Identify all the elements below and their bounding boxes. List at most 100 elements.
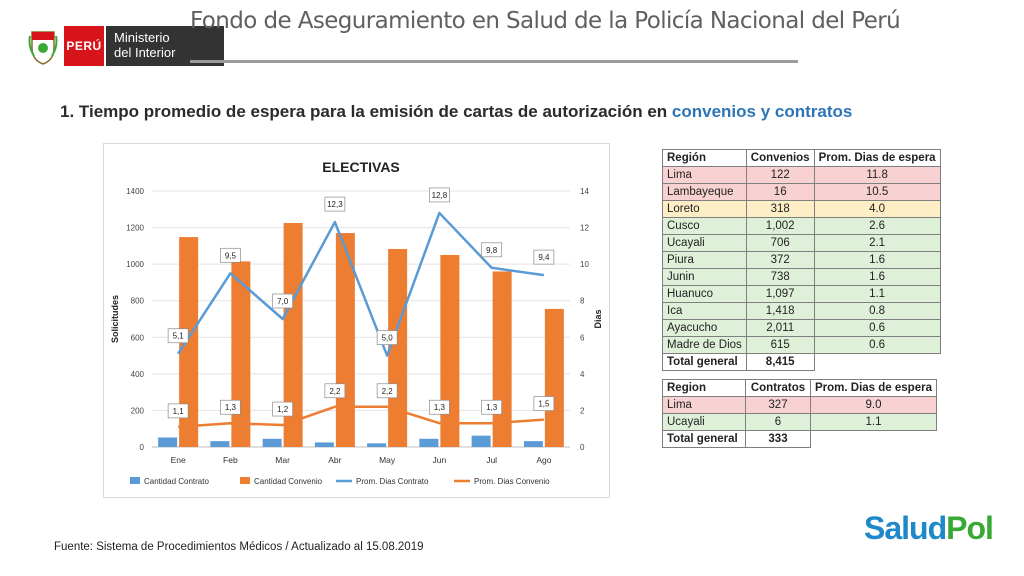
logo-part2: Pol xyxy=(946,510,994,546)
cell-region: Loreto xyxy=(662,200,747,218)
table-row: Ucayali 706 2.1 xyxy=(662,234,941,252)
legend-item: Cantidad Convenio xyxy=(254,477,323,486)
x-tick-label: Ago xyxy=(536,455,551,465)
bar-convenio xyxy=(544,308,564,447)
contrato-data-label: 9,4 xyxy=(538,253,550,262)
y2-tick-label: 6 xyxy=(580,333,585,342)
cell-count: 6 xyxy=(745,413,811,431)
contrato-data-label-box xyxy=(220,247,241,263)
header-brand: PERÚ Ministerio del Interior xyxy=(28,24,224,68)
legend-item: Cantidad Contrato xyxy=(144,477,209,486)
y2-tick-label: 10 xyxy=(580,260,589,269)
convenio-data-label-box xyxy=(429,399,450,415)
contrato-data-label-box xyxy=(533,249,555,265)
table-row: Lima 122 11.8 xyxy=(662,166,941,184)
col-header-count: Contratos xyxy=(745,379,811,397)
convenio-data-label-box xyxy=(220,399,241,415)
chart-title: ELECTIVAS xyxy=(322,159,400,175)
x-tick-label: Ene xyxy=(171,455,186,465)
cell-days: 2.1 xyxy=(813,234,941,252)
y2-tick-label: 8 xyxy=(580,297,585,306)
cell-count: 318 xyxy=(745,200,815,218)
combo-chart: ELECTIVAS 0 200 400 600 800 1000 1200 1400 0 2 4 6 8 1… xyxy=(110,159,603,486)
contrato-data-label: 12,3 xyxy=(327,200,343,209)
y-tick-label: 0 xyxy=(140,443,145,452)
cell-days: 1.1 xyxy=(810,413,937,431)
bar-convenio xyxy=(179,237,199,447)
cell-count: 16 xyxy=(745,183,815,201)
col-header-count: Convenios xyxy=(745,149,815,167)
y-tick-label: 1200 xyxy=(126,224,144,233)
bar-contrato xyxy=(419,438,439,447)
bar-contrato xyxy=(210,441,230,447)
total-row: Total general 333 xyxy=(662,430,937,448)
bar-contrato xyxy=(471,435,491,447)
convenio-data-label: 2,2 xyxy=(329,387,341,396)
cell-count: 2,011 xyxy=(745,319,815,337)
convenio-data-label-box xyxy=(481,399,502,415)
x-tick-label: Feb xyxy=(223,455,238,465)
cell-region: Ucayali xyxy=(662,413,746,431)
cell-days: 0.8 xyxy=(813,302,941,320)
col-header-region: Región xyxy=(662,149,747,167)
table-row: Loreto 318 4.0 xyxy=(662,200,941,218)
cell-count: 1,002 xyxy=(745,217,815,235)
convenio-data-label-box xyxy=(533,396,555,411)
convenio-data-label-box xyxy=(167,403,189,419)
source-footnote: Fuente: Sistema de Procedimientos Médico… xyxy=(54,541,424,553)
contrato-data-label-box xyxy=(324,196,346,212)
x-tick-label: Mar xyxy=(275,455,290,465)
convenio-data-label: 1,2 xyxy=(277,405,289,414)
cell-count: 738 xyxy=(745,268,815,286)
cell-days: 4.0 xyxy=(813,200,941,218)
ministry-line1: Ministerio xyxy=(114,30,170,45)
y-tick-label: 1000 xyxy=(126,260,144,269)
cell-region: Ica xyxy=(662,302,747,320)
contrato-data-label: 9,8 xyxy=(486,246,498,255)
contratos-table: Region Contratos Prom. Dias de espera Li… xyxy=(662,379,937,448)
total-value: 8,415 xyxy=(745,353,815,371)
legend-swatch xyxy=(240,477,250,484)
y2-tick-label: 12 xyxy=(580,224,589,233)
bar-convenio xyxy=(440,255,460,447)
table-row: Lambayeque 16 10.5 xyxy=(662,183,941,201)
cell-days: 0.6 xyxy=(813,319,941,337)
bar-contrato xyxy=(158,437,178,447)
chart-container: ELECTIVAS 0 200 400 600 800 1000 1200 1400 0 2 4 6 8 1… xyxy=(103,143,610,498)
col-header-days: Prom. Dias de espera xyxy=(810,379,937,397)
y-tick-label: 1400 xyxy=(126,187,144,196)
cell-region: Huanuco xyxy=(662,285,747,303)
cell-count: 122 xyxy=(745,166,815,184)
cell-days: 2.6 xyxy=(813,217,941,235)
bar-contrato xyxy=(262,438,282,447)
total-blank xyxy=(811,431,937,448)
cell-days: 1.1 xyxy=(813,285,941,303)
cell-count: 615 xyxy=(745,336,815,354)
table-row: Ayacucho 2,011 0.6 xyxy=(662,319,941,337)
total-blank xyxy=(814,354,940,371)
cell-region: Junin xyxy=(662,268,747,286)
cell-days: 10.5 xyxy=(813,183,941,201)
peru-label: PERÚ xyxy=(64,26,104,66)
logo-part1: Salud xyxy=(864,510,947,546)
convenio-data-label: 1,1 xyxy=(173,407,185,416)
table-row: Lima 327 9.0 xyxy=(662,396,937,414)
cell-days: 1.6 xyxy=(813,268,941,286)
bar-contrato xyxy=(523,441,543,447)
convenio-data-label: 1,5 xyxy=(538,400,550,409)
cell-region: Lima xyxy=(662,166,747,184)
table-row: Cusco 1,002 2.6 xyxy=(662,217,941,235)
cell-days: 11.8 xyxy=(813,166,941,184)
table-row: Huanuco 1,097 1.1 xyxy=(662,285,941,303)
total-label: Total general xyxy=(662,353,747,371)
convenio-data-label-box xyxy=(376,383,398,399)
cell-days: 0.6 xyxy=(813,336,941,354)
x-tick-label: Jun xyxy=(433,455,447,465)
cell-count: 1,097 xyxy=(745,285,815,303)
convenio-data-label-box xyxy=(272,401,293,417)
cell-region: Ucayali xyxy=(662,234,747,252)
cell-count: 372 xyxy=(745,251,815,269)
bar-contrato xyxy=(314,442,334,447)
title-underline xyxy=(190,60,798,63)
x-tick-label: Abr xyxy=(328,455,341,465)
